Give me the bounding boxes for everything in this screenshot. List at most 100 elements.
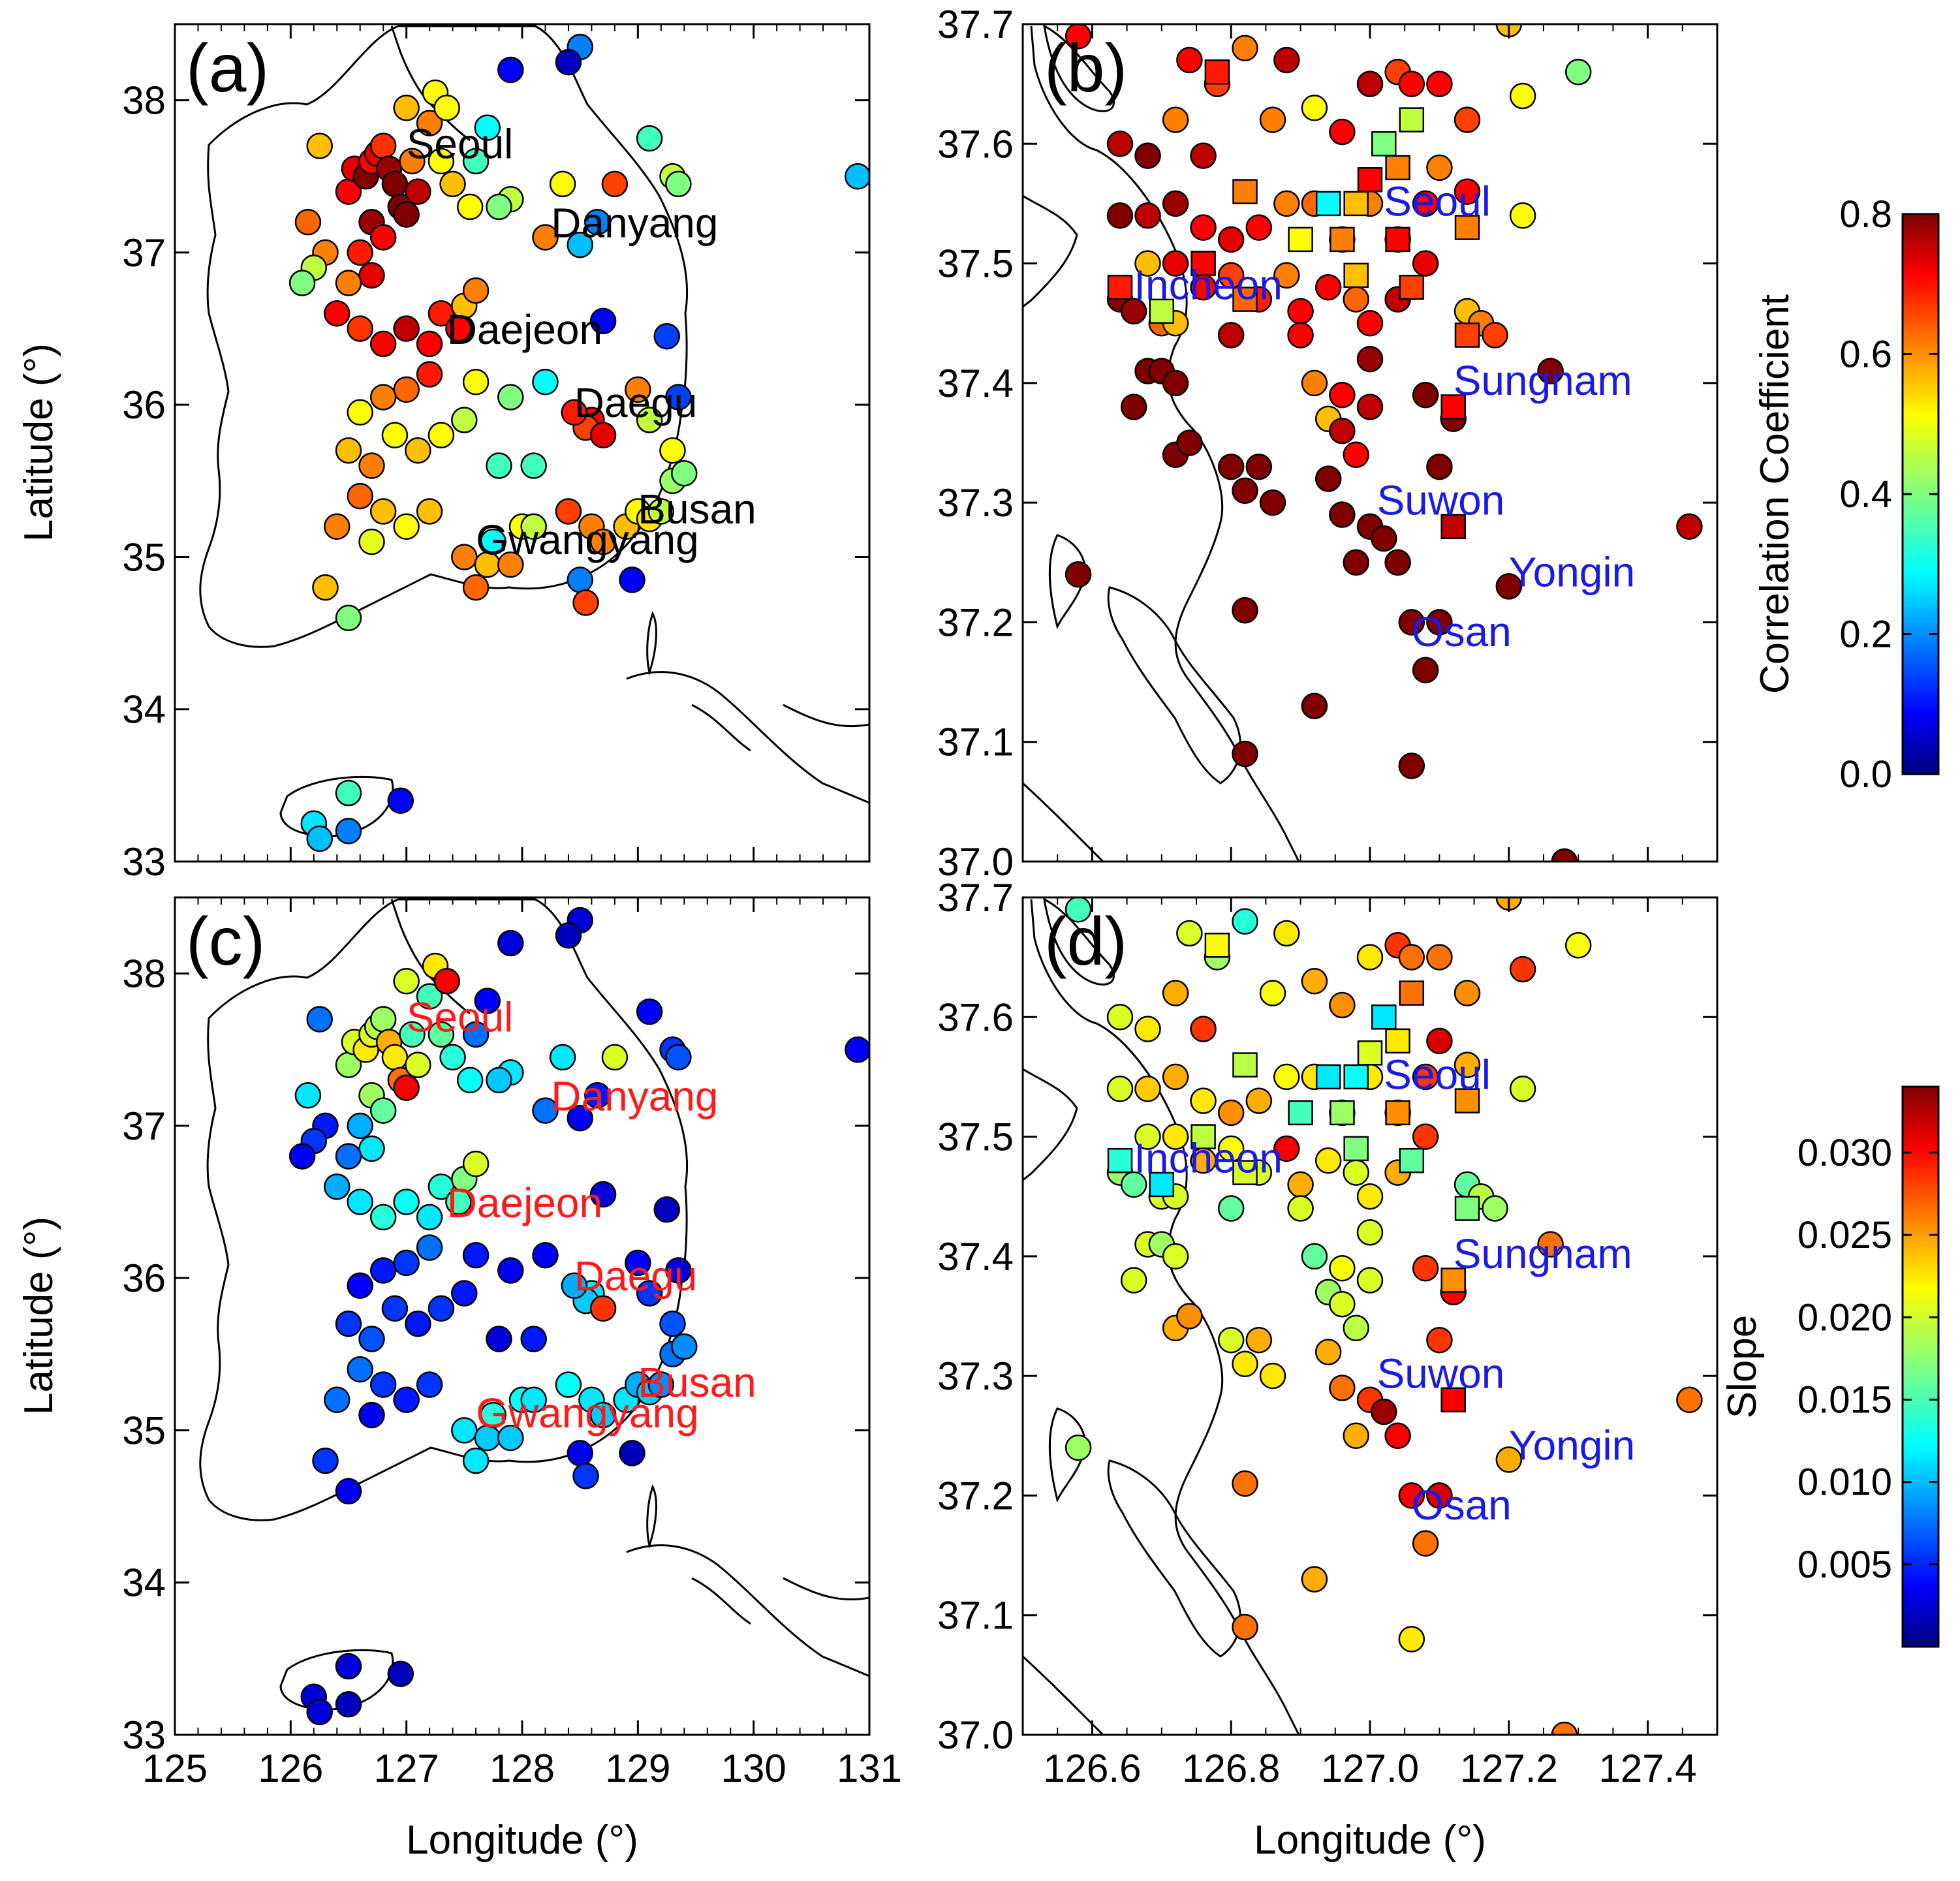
x-tick-label: 128 [490,1747,555,1790]
city-label-suwon: Suwon [1377,477,1505,524]
data-point [1412,1123,1439,1150]
data-point [358,452,385,479]
data-point [1245,214,1273,241]
data-point [1134,1016,1161,1042]
data-point [1356,345,1384,373]
y-tick-label: 33 [122,840,166,884]
data-point [1564,932,1592,959]
data-point [462,1241,490,1269]
data-point [1537,1231,1564,1258]
data-point [1329,501,1356,528]
data-point [1343,1422,1369,1450]
island-dokdo [646,611,657,676]
city-label-seoul: Seoul [407,120,514,167]
data-point [1232,35,1258,61]
data-point [1134,1076,1161,1102]
data-point [1454,980,1481,1006]
data-point [1314,1339,1342,1365]
x-tick-label: 125 [142,1747,208,1790]
data-point [567,1440,593,1467]
coastline-south-d [1049,1407,1241,1658]
data-point [1495,1446,1523,1473]
data-point [393,1074,420,1101]
data-point [1217,1195,1245,1222]
data-point [1273,1135,1300,1162]
data-point [1217,453,1245,480]
panel-label-d: (d) [1044,904,1127,980]
data-point [625,376,651,403]
data-square [1330,1100,1355,1126]
data-point [1343,441,1369,469]
data-point [1287,322,1314,349]
colorbar-tick-label: 0.6 [1839,334,1892,376]
data-point [369,498,397,525]
city-label-daegu: Daegu [574,379,698,426]
data-point [1232,1613,1258,1641]
data-point [416,983,443,1010]
data-point [393,1249,420,1277]
data-square [1454,322,1480,348]
data-point [369,1006,397,1033]
data-point [1329,417,1356,444]
axis-ticks-c: 125 126 127 128 129 130 131 33 34 35 36 37 38 [122,897,902,1790]
city-label-busan: Busan [638,1359,756,1406]
data-point [1343,1159,1369,1186]
data-point [1217,1326,1245,1354]
colorbar-tick-label: 0.005 [1797,1544,1892,1586]
colorbar-bottom: 0.005 0.010 0.015 0.020 0.025 0.030 Slope [1720,1085,1940,1648]
data-point [659,1310,686,1337]
data-point [1232,1350,1258,1378]
data-point [1412,1063,1439,1091]
data-point [1106,1004,1134,1031]
data-point [1329,1254,1356,1282]
data-point [1301,1243,1328,1270]
data-point [549,170,576,198]
data-point [1356,70,1384,97]
data-point [335,1310,362,1337]
y-tick-label: 37.1 [937,721,1014,764]
data-point [520,452,547,479]
data-point [1232,740,1258,768]
data-point [1426,70,1453,97]
colorbar-tick-label: 0.020 [1797,1296,1892,1339]
data-point [1426,944,1453,971]
data-point [335,604,362,632]
data-point [1162,369,1189,397]
data-point [393,201,420,228]
data-point [555,1371,582,1398]
data-point [532,224,559,251]
data-point [451,407,478,433]
data-point [1371,525,1397,552]
data-square [1315,191,1341,217]
y-tick-label: 37.6 [937,122,1014,166]
data-square [1371,131,1397,157]
data-point [1329,381,1356,409]
x-tick-label: 127.4 [1599,1747,1697,1790]
data-point [428,148,455,175]
data-point [312,1447,339,1474]
data-square [1288,226,1313,253]
data-point [1065,897,1092,923]
data-point [1106,131,1134,157]
data-square [1454,1088,1480,1113]
data-point [1426,453,1453,480]
coastline-pyeongtaek [1023,782,1104,862]
scatter-points-c [288,907,869,1726]
data-point [1162,980,1189,1006]
panel-label-b: (b) [1044,31,1127,106]
data-point [387,1660,414,1687]
data-point [369,132,397,159]
data-square [1399,107,1425,132]
data-point [1190,1087,1217,1114]
data-point [1426,1326,1453,1354]
data-point [589,528,617,555]
island-ganghwa-d [1043,897,1115,986]
data-point [636,1280,663,1307]
data-point [1190,1016,1217,1042]
data-point [428,1021,455,1048]
y-tick-label: 37 [122,1104,166,1148]
data-point [589,1295,617,1322]
colorbar-top-ticks: 0.0 0.2 0.4 0.6 0.8 [1839,193,1938,796]
data-point [1217,226,1245,253]
